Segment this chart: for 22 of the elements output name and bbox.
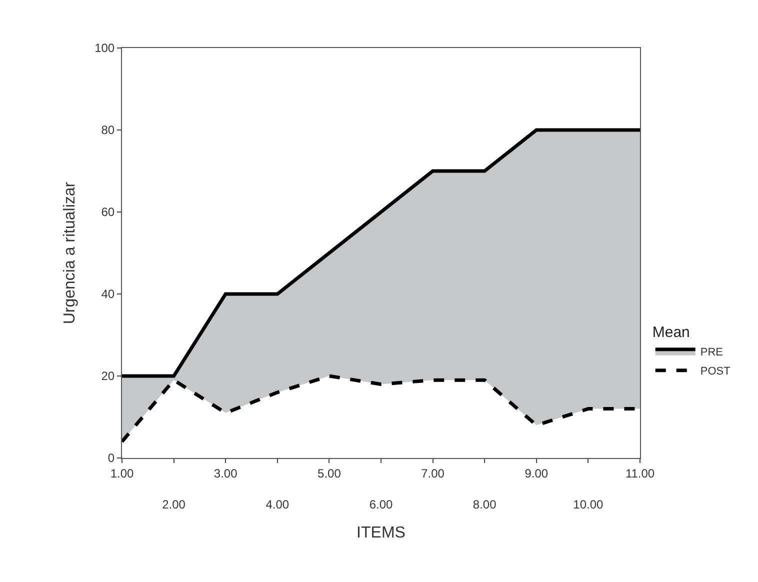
legend-title: Mean [652,324,690,341]
x-tick-label: 5.00 [318,466,342,480]
x-tick-label: 3.00 [214,466,238,480]
x-tick-label: 1.00 [110,466,134,480]
legend-label: POST [700,366,731,378]
x-axis-title: ITEMS [356,524,406,542]
y-tick-label: 60 [101,205,115,220]
x-tick-label: 11.00 [625,466,655,480]
y-tick-label: 20 [101,369,115,384]
x-tick-label: 7.00 [421,466,445,480]
x-tick-label: 4.00 [266,498,290,512]
x-tick-label: 9.00 [524,466,548,480]
x-tick-label: 6.00 [369,498,393,512]
y-tick-label: 100 [94,41,115,56]
y-tick-label: 80 [101,123,115,138]
y-axis-title: Urgencia a ritualizar [61,181,78,324]
legend-label: PRE [700,346,723,359]
x-tick-label: 2.00 [162,498,186,512]
y-tick-label: 0 [108,451,115,466]
y-tick-label: 40 [101,287,115,302]
x-tick-label: 10.00 [573,498,604,512]
x-tick-label: 8.00 [472,498,497,512]
